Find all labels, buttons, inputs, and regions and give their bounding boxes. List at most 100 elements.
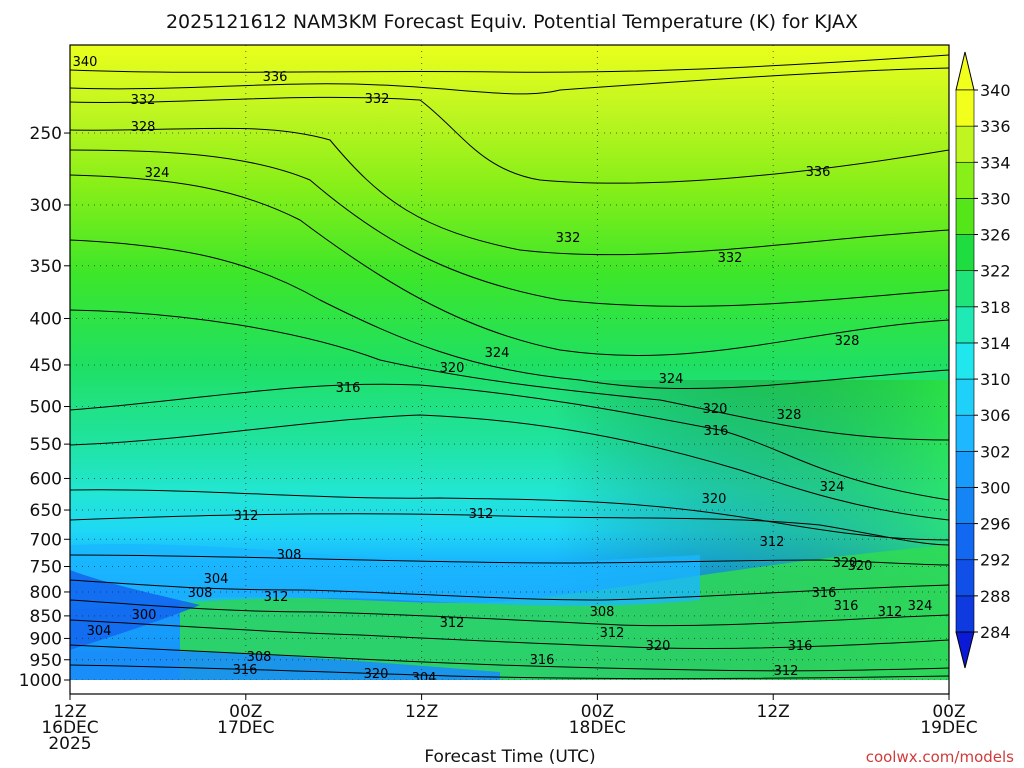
y-tick-label: 300 (30, 196, 62, 216)
contour-label: 320 (833, 556, 858, 571)
colorbar-label: 322 (980, 262, 1011, 281)
contour-line (70, 239, 949, 390)
colorbar-label: 330 (980, 189, 1011, 208)
contour-label: 320 (703, 402, 728, 417)
contour-label: 312 (760, 535, 785, 550)
contour-label: 336 (263, 70, 288, 85)
colorbar-label: 336 (980, 117, 1011, 136)
y-tick-label: 250 (30, 124, 62, 144)
surface-cool-band (70, 649, 500, 680)
contour-label: 332 (718, 251, 743, 266)
colorbar-swatch (955, 378, 975, 416)
contour-label: 316 (530, 653, 555, 668)
contour-label: 328 (131, 120, 156, 135)
low-level-moist-region (180, 545, 949, 680)
colorbar-swatch (955, 89, 975, 127)
colorbar-label: 284 (980, 623, 1011, 642)
contour-line (70, 96, 949, 184)
contour-label: 324 (908, 599, 933, 614)
contour-line (70, 554, 949, 566)
contour-label: 312 (878, 605, 903, 620)
contour-label: 308 (188, 586, 213, 601)
y-tick-label: 950 (30, 651, 62, 671)
x-tick-label: 16DEC (41, 718, 98, 738)
colorbar-swatch (955, 270, 975, 308)
contour-label: 316 (788, 639, 813, 654)
x-tick-label: 17DEC (217, 718, 274, 738)
contour-label: 312 (600, 626, 625, 641)
contour-line (70, 67, 949, 95)
colorbar-swatch (955, 595, 975, 633)
chart-title: 2025121612 NAM3KM Forecast Equiv. Potent… (166, 11, 858, 33)
y-tick-label: 850 (30, 607, 62, 627)
contour-label: 316 (704, 424, 729, 439)
x-tick-label: 18DEC (569, 718, 626, 738)
contour-label: 324 (485, 346, 510, 361)
colorbar-swatch (955, 234, 975, 271)
colorbar-label: 310 (980, 370, 1011, 389)
colorbar-swatch (955, 161, 975, 199)
y-tick-label: 500 (30, 398, 62, 418)
contour-line (70, 383, 949, 501)
colorbar-label: 340 (980, 81, 1011, 100)
y-tick-label: 450 (30, 356, 62, 376)
contour-line (70, 414, 949, 521)
colorbar-label: 318 (980, 298, 1011, 317)
contour-label: 332 (365, 92, 390, 107)
y-tick-label: 800 (30, 583, 62, 603)
x-tick-label: 19DEC (920, 718, 977, 738)
contour-label: 304 (204, 572, 229, 587)
colorbar-label: 300 (980, 478, 1011, 497)
credit-text: coolwx.com/models (866, 748, 1014, 766)
contour-label: 328 (777, 408, 802, 423)
y-tick-label: 600 (30, 469, 62, 489)
contour-label: 304 (412, 671, 437, 686)
contour-line (70, 664, 949, 680)
y-tick-label: 900 (30, 629, 62, 649)
contour-label: 304 (87, 624, 112, 639)
gridlines (70, 45, 949, 680)
x-axis-label: Forecast Time (UTC) (424, 747, 595, 767)
y-tick-label: 1000 (19, 671, 62, 691)
contour-label: 308 (277, 548, 302, 563)
x-tick-label: 00Z (581, 702, 614, 722)
y-axis: 2503003504004505005506006507007508008509… (19, 124, 70, 691)
x-tick-label: 2025 (48, 734, 91, 754)
colorbar-swatch (955, 559, 975, 597)
colorbar-swatch (955, 306, 975, 344)
colorbar-swatch (955, 414, 975, 452)
contour-line (70, 489, 949, 541)
y-tick-label: 350 (30, 257, 62, 277)
colorbar-swatch (955, 523, 975, 561)
contour-line (70, 513, 949, 546)
contour-label: 320 (646, 639, 671, 654)
colorbar-swatch (955, 198, 975, 235)
colorbar-label: 314 (980, 334, 1011, 353)
colorbar-swatch (955, 487, 975, 524)
low-level-cool-band (70, 543, 700, 610)
contour-label: 312 (440, 616, 465, 631)
colorbar-label: 292 (980, 551, 1011, 570)
contour-label: 320 (848, 559, 873, 574)
colorbar-swatch (955, 451, 975, 488)
colorbar: 284 288 292 296 300 302 306 310 314 318 322 326 330 3… (955, 51, 1011, 669)
terrain-bar (70, 680, 949, 694)
y-tick-label: 700 (30, 530, 62, 550)
colorbar-label: 306 (980, 406, 1011, 425)
x-tick-label: 12Z (405, 702, 438, 722)
contour-line (70, 619, 949, 649)
colorbar-label: 296 (980, 515, 1011, 534)
cold-pool-region (70, 570, 200, 650)
plot-frame (69, 44, 950, 695)
x-tick-label: 12Z (757, 702, 790, 722)
contour-label: 308 (590, 605, 615, 620)
contour-label: 308 (247, 650, 272, 665)
contour-label: 316 (812, 586, 837, 601)
contour-line (70, 599, 949, 627)
contour-line (70, 309, 949, 441)
contour-label: 332 (131, 93, 156, 108)
contour-label: 328 (835, 334, 860, 349)
contour-label: 324 (145, 166, 170, 181)
contour-label: 300 (132, 608, 157, 623)
